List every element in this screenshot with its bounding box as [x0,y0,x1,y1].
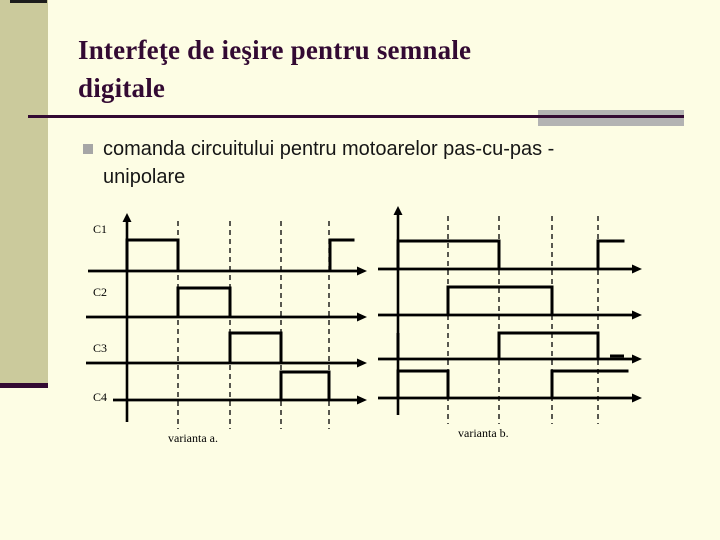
caption-varianta-a: varianta a. [168,431,218,445]
bullet-text-line2: unipolare [103,166,186,188]
title-rule [28,115,684,118]
sidebar-accent-bar [0,383,48,388]
slide-title-line2: digitale [78,73,166,103]
bullet-text: comanda circuitului pentru motoarelor pa… [103,135,673,191]
caption-varianta-b: varianta b. [458,426,509,440]
channel-label-c4: C4 [93,390,108,404]
top-edge-strip [10,0,47,3]
title-rule-gray-block [538,110,684,126]
sidebar-band [0,0,48,383]
channel-label-c2: C2 [93,285,108,299]
channel-label-c1: C1 [93,222,108,236]
channel-label-c3: C3 [93,341,108,355]
slide-title: Interfeţe de ieşire pentru semnale digit… [78,31,618,107]
slide-title-line1: Interfeţe de ieşire pentru semnale [78,35,472,65]
bullet-square-icon [83,144,93,154]
bullet-text-line1: comanda circuitului pentru motoarelor pa… [103,138,555,160]
